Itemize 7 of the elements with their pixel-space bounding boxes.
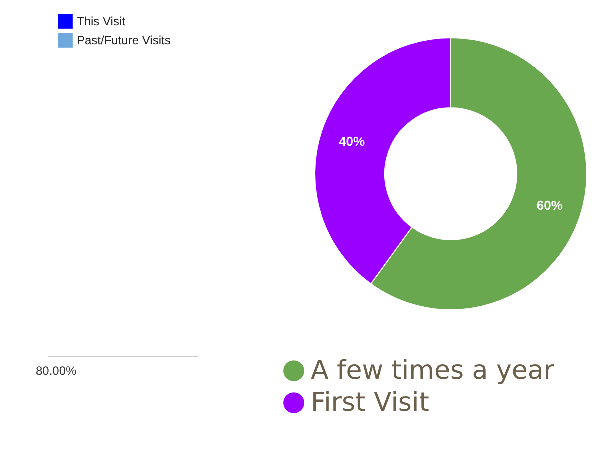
text: 80.00% — [36, 364, 78, 378]
legend-label: First Visit — [311, 388, 430, 418]
legend-label: Past/Future Visits — [77, 34, 171, 48]
legend-label: A few times a year — [311, 356, 555, 386]
data-label: 40% — [339, 134, 366, 149]
data-label: 60% — [536, 198, 564, 214]
legend-label: This Visit — [77, 14, 126, 28]
